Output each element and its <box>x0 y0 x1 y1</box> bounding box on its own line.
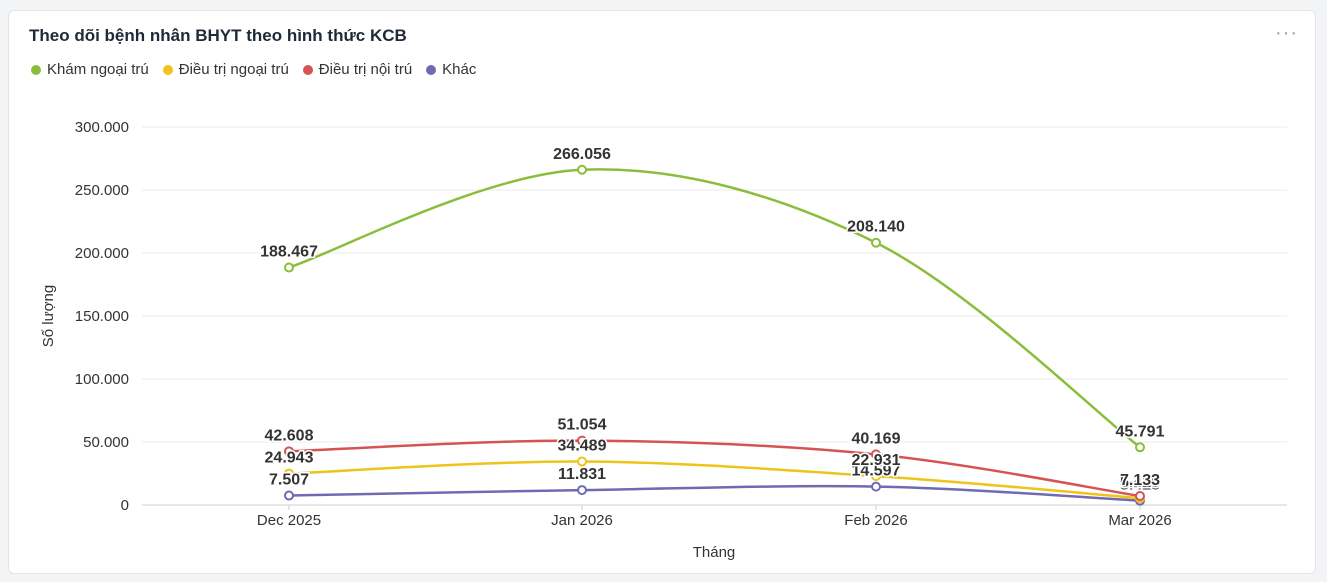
y-tick-label: 100.000 <box>75 371 129 388</box>
series-line <box>288 168 1141 449</box>
x-tick-label: Dec 2025 <box>257 512 321 529</box>
legend-label: Điều trị nội trú <box>318 61 413 78</box>
legend-item-kham-ngoai-tru[interactable]: Khám ngoại trú <box>31 61 149 78</box>
legend-item-khac[interactable]: Khác <box>426 61 476 78</box>
data-label: 11.831 <box>558 466 606 483</box>
data-point <box>577 456 587 467</box>
data-point <box>871 471 881 482</box>
legend-dot-icon <box>31 64 41 75</box>
data-point <box>284 262 294 273</box>
legend-label: Khác <box>442 61 477 78</box>
legend-label: Điều trị ngoại trú <box>178 61 289 78</box>
more-horizontal-icon[interactable]: ··· <box>1275 22 1298 44</box>
y-tick-label: 300.000 <box>75 119 129 136</box>
legend-dot-icon <box>426 64 437 75</box>
x-tick-label: Feb 2026 <box>844 512 907 529</box>
series-line <box>288 460 1141 500</box>
data-point <box>1135 491 1145 502</box>
legend-dot-icon <box>162 64 173 75</box>
data-point <box>284 446 294 457</box>
data-label: 7.133 <box>1120 472 1160 489</box>
data-point <box>871 481 881 492</box>
data-label: 208.140 <box>847 219 905 236</box>
data-point <box>577 164 587 175</box>
data-point <box>284 490 294 501</box>
series-line <box>288 484 1141 502</box>
data-point <box>577 435 587 446</box>
y-tick-label: 150.000 <box>75 308 129 325</box>
y-axis-title: Số lượng <box>40 285 57 347</box>
x-axis-title: Tháng <box>693 544 736 561</box>
chart-legend: Khám ngoại trú Điều trị ngoại trú Điều t… <box>31 61 490 78</box>
legend-dot-icon <box>302 64 313 75</box>
legend-item-dieu-tri-ngoai-tru[interactable]: Điều trị ngoại trú <box>162 61 289 78</box>
chart-title: Theo dõi bệnh nhân BHYT theo hình thức K… <box>29 26 407 45</box>
data-label: 5.425 <box>1120 474 1160 491</box>
legend-label: Khám ngoại trú <box>47 61 149 78</box>
data-label: 42.608 <box>265 427 314 444</box>
data-label: 34.489 <box>558 438 607 455</box>
data-label: 22.931 <box>852 452 901 469</box>
data-point <box>284 468 294 479</box>
data-label: 51.054 <box>558 417 607 434</box>
y-tick-label: 50.000 <box>83 434 129 451</box>
y-tick-label: 200.000 <box>75 245 129 262</box>
data-point <box>1135 442 1145 453</box>
data-point <box>577 485 587 496</box>
data-label: 40.169 <box>852 430 901 447</box>
data-label: 7.507 <box>269 472 309 489</box>
data-label: 45.791 <box>1116 423 1165 440</box>
data-point <box>871 449 881 460</box>
y-tick-label: 250.000 <box>75 182 129 199</box>
data-label: 24.943 <box>265 450 314 467</box>
y-tick-label: 0 <box>121 497 129 514</box>
data-label: 14.597 <box>852 463 901 480</box>
x-tick-label: Mar 2026 <box>1108 512 1171 529</box>
chart-card: Theo dõi bệnh nhân BHYT theo hình thức K… <box>8 10 1316 574</box>
data-point <box>871 237 881 248</box>
x-tick-label: Jan 2026 <box>551 512 613 529</box>
data-label: 3.425 <box>1120 477 1160 494</box>
legend-item-dieu-tri-noi-tru[interactable]: Điều trị nội trú <box>302 61 413 78</box>
data-label: 188.467 <box>260 244 318 261</box>
data-label: 266.056 <box>553 146 611 163</box>
series-line <box>288 439 1141 498</box>
